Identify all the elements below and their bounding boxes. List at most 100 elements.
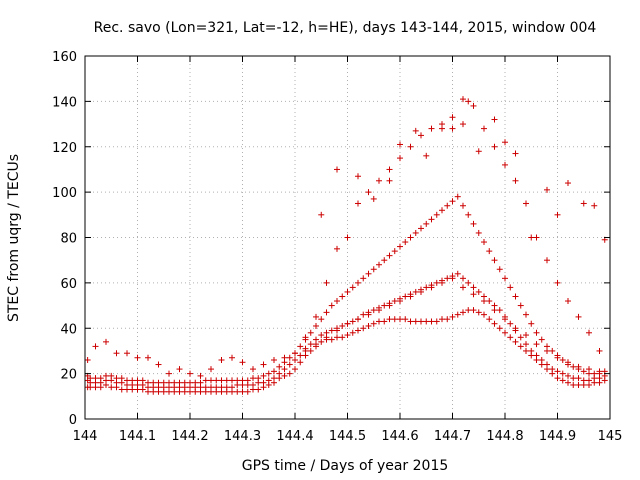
data-point xyxy=(428,284,435,291)
data-point xyxy=(575,313,582,320)
data-point xyxy=(512,150,519,157)
data-point xyxy=(528,347,535,354)
data-point xyxy=(370,266,377,273)
data-point xyxy=(234,377,241,384)
data-point xyxy=(544,347,550,354)
data-point xyxy=(113,375,120,382)
data-point xyxy=(187,370,193,377)
x-tick-label: 144.2 xyxy=(171,429,208,444)
data-point xyxy=(391,248,398,255)
data-point xyxy=(591,370,598,377)
data-point xyxy=(176,379,183,386)
data-point xyxy=(591,202,598,209)
data-point xyxy=(370,195,377,202)
data-point xyxy=(502,139,508,146)
data-point xyxy=(318,316,325,323)
data-point xyxy=(344,234,351,241)
data-point xyxy=(103,338,109,345)
data-point xyxy=(376,261,382,268)
data-point xyxy=(334,327,340,334)
y-tick-label: 20 xyxy=(60,368,77,383)
data-point xyxy=(523,200,529,207)
data-point xyxy=(229,354,235,361)
data-point xyxy=(244,377,251,384)
data-point xyxy=(575,363,582,370)
data-point xyxy=(113,350,120,357)
data-point xyxy=(512,325,519,332)
data-point xyxy=(124,377,130,384)
data-point xyxy=(502,329,508,336)
data-point xyxy=(313,322,319,329)
data-point xyxy=(365,322,372,329)
data-point xyxy=(292,350,298,357)
chart-title: Rec. savo (Lon=321, Lat=-12, h=HE), days… xyxy=(94,20,597,36)
data-point xyxy=(544,361,550,368)
data-point xyxy=(412,229,419,236)
data-point xyxy=(460,284,466,291)
data-point xyxy=(381,302,388,309)
data-point xyxy=(370,320,377,327)
data-point xyxy=(549,347,556,354)
data-point xyxy=(454,193,461,200)
data-point xyxy=(286,370,293,377)
data-point xyxy=(286,361,293,368)
data-point xyxy=(575,375,582,382)
data-point xyxy=(334,298,340,305)
data-point xyxy=(544,186,550,193)
data-point xyxy=(150,379,157,386)
data-point xyxy=(544,257,550,264)
data-point xyxy=(523,341,529,348)
data-point xyxy=(208,377,214,384)
data-point xyxy=(444,275,451,282)
data-point xyxy=(166,370,172,377)
data-point xyxy=(218,377,225,384)
x-tick-label: 144.6 xyxy=(381,429,418,444)
x-tick-labels: 144 144.1 144.2 144.3 144.4 144.5 144.6 144.7 14… xyxy=(73,429,623,444)
data-point xyxy=(334,245,340,252)
data-point xyxy=(454,311,461,318)
data-point xyxy=(103,372,109,379)
data-point xyxy=(418,318,424,325)
data-point xyxy=(355,327,361,334)
data-point xyxy=(502,161,508,168)
data-point xyxy=(570,375,577,382)
data-point xyxy=(118,386,125,393)
data-point xyxy=(344,288,351,295)
data-point xyxy=(334,334,340,341)
data-point xyxy=(244,388,251,395)
data-point xyxy=(260,361,267,368)
y-tick-label: 60 xyxy=(60,277,77,292)
data-point xyxy=(407,293,414,300)
x-tick-label: 144.9 xyxy=(539,429,576,444)
data-point xyxy=(397,316,403,323)
data-point xyxy=(339,322,346,329)
data-point xyxy=(349,318,356,325)
data-point xyxy=(386,252,393,259)
data-point xyxy=(250,366,256,373)
data-point xyxy=(507,334,514,341)
data-point xyxy=(139,377,146,384)
data-point xyxy=(87,375,94,382)
data-point xyxy=(218,357,225,364)
data-point xyxy=(559,357,566,364)
x-tick-label: 144.1 xyxy=(119,429,156,444)
data-point xyxy=(349,329,356,336)
data-point xyxy=(292,366,298,373)
data-point xyxy=(202,377,209,384)
data-point xyxy=(202,384,209,391)
data-point xyxy=(192,379,199,386)
data-point xyxy=(423,152,430,159)
data-point xyxy=(155,379,162,386)
data-point xyxy=(433,211,440,218)
data-point xyxy=(439,279,445,286)
y-tick-labels: 0 20 40 60 80 100 120 140 160 xyxy=(52,50,77,428)
data-point xyxy=(486,248,493,255)
data-point xyxy=(533,341,540,348)
data-point xyxy=(108,372,115,379)
data-point xyxy=(502,316,508,323)
data-point xyxy=(397,155,403,162)
data-point xyxy=(423,220,430,227)
data-point xyxy=(575,381,582,388)
data-point xyxy=(260,379,267,386)
